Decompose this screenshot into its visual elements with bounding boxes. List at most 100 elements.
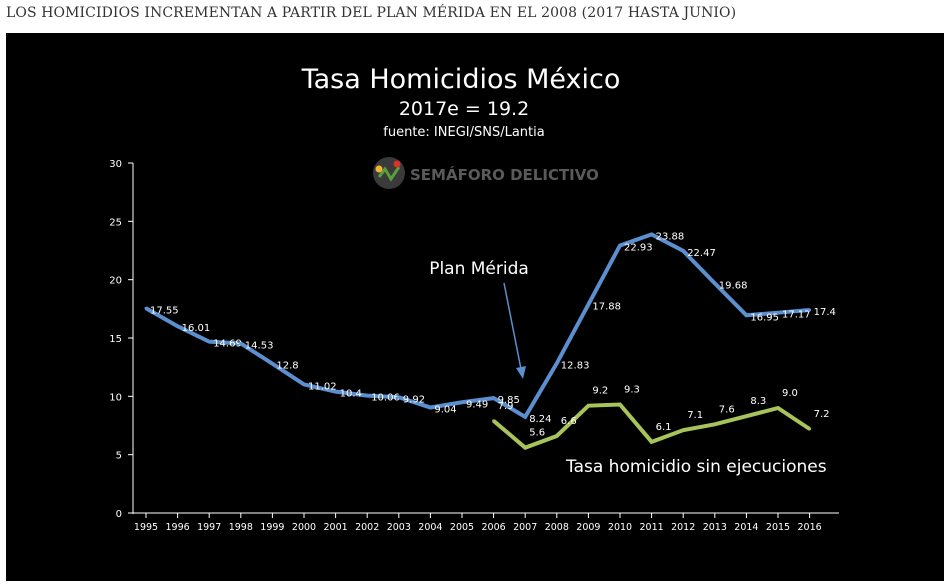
data-label: 9.49 [466, 399, 488, 410]
data-point [492, 419, 496, 423]
data-point [492, 396, 496, 400]
data-point [808, 427, 812, 431]
x-tick-label: 2016 [798, 522, 822, 533]
data-label: 7.6 [719, 404, 735, 415]
data-label: 5.6 [529, 428, 545, 439]
x-tick-label: 2002 [355, 522, 379, 533]
data-point [555, 361, 559, 365]
data-label: 16.01 [182, 323, 211, 334]
semaforo-logo: SEMÁFORO DELICTIVO [373, 157, 599, 189]
plan-merida-annotation: Plan Mérida [429, 259, 529, 279]
data-point [365, 394, 369, 398]
x-tick-label: 1996 [166, 522, 190, 533]
x-tick-label: 2004 [418, 522, 442, 533]
data-label: 8.24 [529, 414, 551, 425]
logo-text: SEMÁFORO DELICTIVO [410, 165, 599, 184]
data-label: 12.83 [561, 360, 590, 371]
x-axis-ticks: 1995 1996 1997 1998 1999 2000 2001 2002 2003 2004… [134, 513, 822, 533]
data-label: 12.8 [276, 361, 298, 372]
data-point [681, 249, 685, 253]
data-point [428, 406, 432, 410]
y-axis-ticks: 0 5 10 15 20 25 30 [109, 159, 133, 520]
data-label: 22.47 [687, 248, 716, 259]
x-tick-label: 2014 [734, 522, 758, 533]
data-point [744, 414, 748, 418]
data-label: 17.17 [782, 310, 811, 321]
chart-title: Tasa Homicidios México [301, 64, 621, 95]
x-tick-label: 2006 [482, 522, 506, 533]
x-tick-label: 2015 [766, 522, 790, 533]
homicide-rate-line [145, 232, 810, 420]
x-tick-label: 1997 [197, 522, 221, 533]
data-label: 17.55 [150, 305, 179, 316]
x-tick-label: 2000 [292, 522, 316, 533]
data-label: 22.93 [624, 242, 653, 253]
x-tick-label: 2012 [671, 522, 695, 533]
data-point [397, 395, 401, 399]
data-label: 9.3 [624, 385, 640, 396]
data-label: 9.04 [434, 405, 456, 416]
data-label: 19.68 [719, 280, 748, 291]
data-label: 8.3 [750, 396, 766, 407]
y-tick-label: 10 [109, 392, 122, 403]
x-tick-label: 1998 [229, 522, 253, 533]
data-point [744, 313, 748, 317]
page-heading: LOS HOMICIDIOS INCREMENTAN A PARTIR DEL … [6, 5, 737, 21]
plan-merida-arrow [503, 282, 522, 370]
y-tick-label: 5 [116, 451, 122, 462]
data-label: 11.02 [308, 381, 337, 392]
y-tick-label: 0 [116, 509, 122, 520]
data-point [776, 406, 780, 410]
data-point [713, 281, 717, 285]
data-point [586, 302, 590, 306]
data-point [618, 403, 622, 406]
y-tick-label: 25 [109, 217, 122, 228]
logo-red-dot-icon [393, 160, 401, 168]
data-label: 7.2 [814, 409, 830, 420]
data-point [523, 415, 527, 419]
chart-panel: Tasa Homicidios México 2017e = 19.2 fuen… [6, 33, 944, 581]
data-point [713, 422, 717, 426]
data-point [334, 390, 338, 394]
data-label: 6.6 [561, 416, 577, 427]
x-tick-label: 2008 [545, 522, 569, 533]
data-label: 6.1 [656, 422, 672, 433]
data-point [808, 308, 812, 312]
logo-yellow-dot-icon [375, 165, 383, 173]
data-point [555, 434, 559, 438]
data-point [176, 324, 180, 328]
data-label: 10.4 [340, 389, 362, 400]
logo-check-icon [377, 166, 401, 182]
data-label: 16.95 [750, 312, 779, 323]
data-label: 14.53 [245, 340, 274, 351]
data-label: 17.88 [592, 301, 621, 312]
x-tick-label: 2007 [513, 522, 537, 533]
x-tick-label: 2009 [576, 522, 600, 533]
data-label: 10.06 [371, 393, 400, 404]
data-label: 7.9 [498, 401, 514, 412]
x-tick-label: 2001 [324, 522, 348, 533]
data-point [270, 362, 274, 366]
data-label: 17.4 [814, 307, 836, 318]
y-tick-label: 30 [109, 159, 122, 170]
chart-source: fuente: INEGI/SNS/Lantia [383, 125, 544, 140]
homicide-rate-chart: Tasa Homicidios México 2017e = 19.2 fuen… [109, 64, 839, 533]
chart-subtitle: 2017e = 19.2 [399, 98, 529, 120]
sin-ejecuciones-annotation: Tasa homicidio sin ejecuciones [565, 457, 827, 477]
data-label: 9.92 [403, 394, 425, 405]
plan-merida-arrowhead-icon [516, 366, 526, 379]
data-point [776, 311, 780, 315]
data-point [460, 400, 464, 404]
x-tick-label: 2005 [450, 522, 474, 533]
x-tick-label: 2013 [703, 522, 727, 533]
data-point [207, 340, 211, 344]
y-tick-label: 15 [109, 334, 122, 345]
data-point [144, 306, 148, 310]
data-point [650, 232, 654, 236]
data-point [239, 341, 243, 345]
x-tick-label: 1995 [134, 522, 158, 533]
x-tick-label: 2011 [640, 522, 664, 533]
x-tick-label: 2003 [387, 522, 411, 533]
data-point [523, 446, 527, 450]
